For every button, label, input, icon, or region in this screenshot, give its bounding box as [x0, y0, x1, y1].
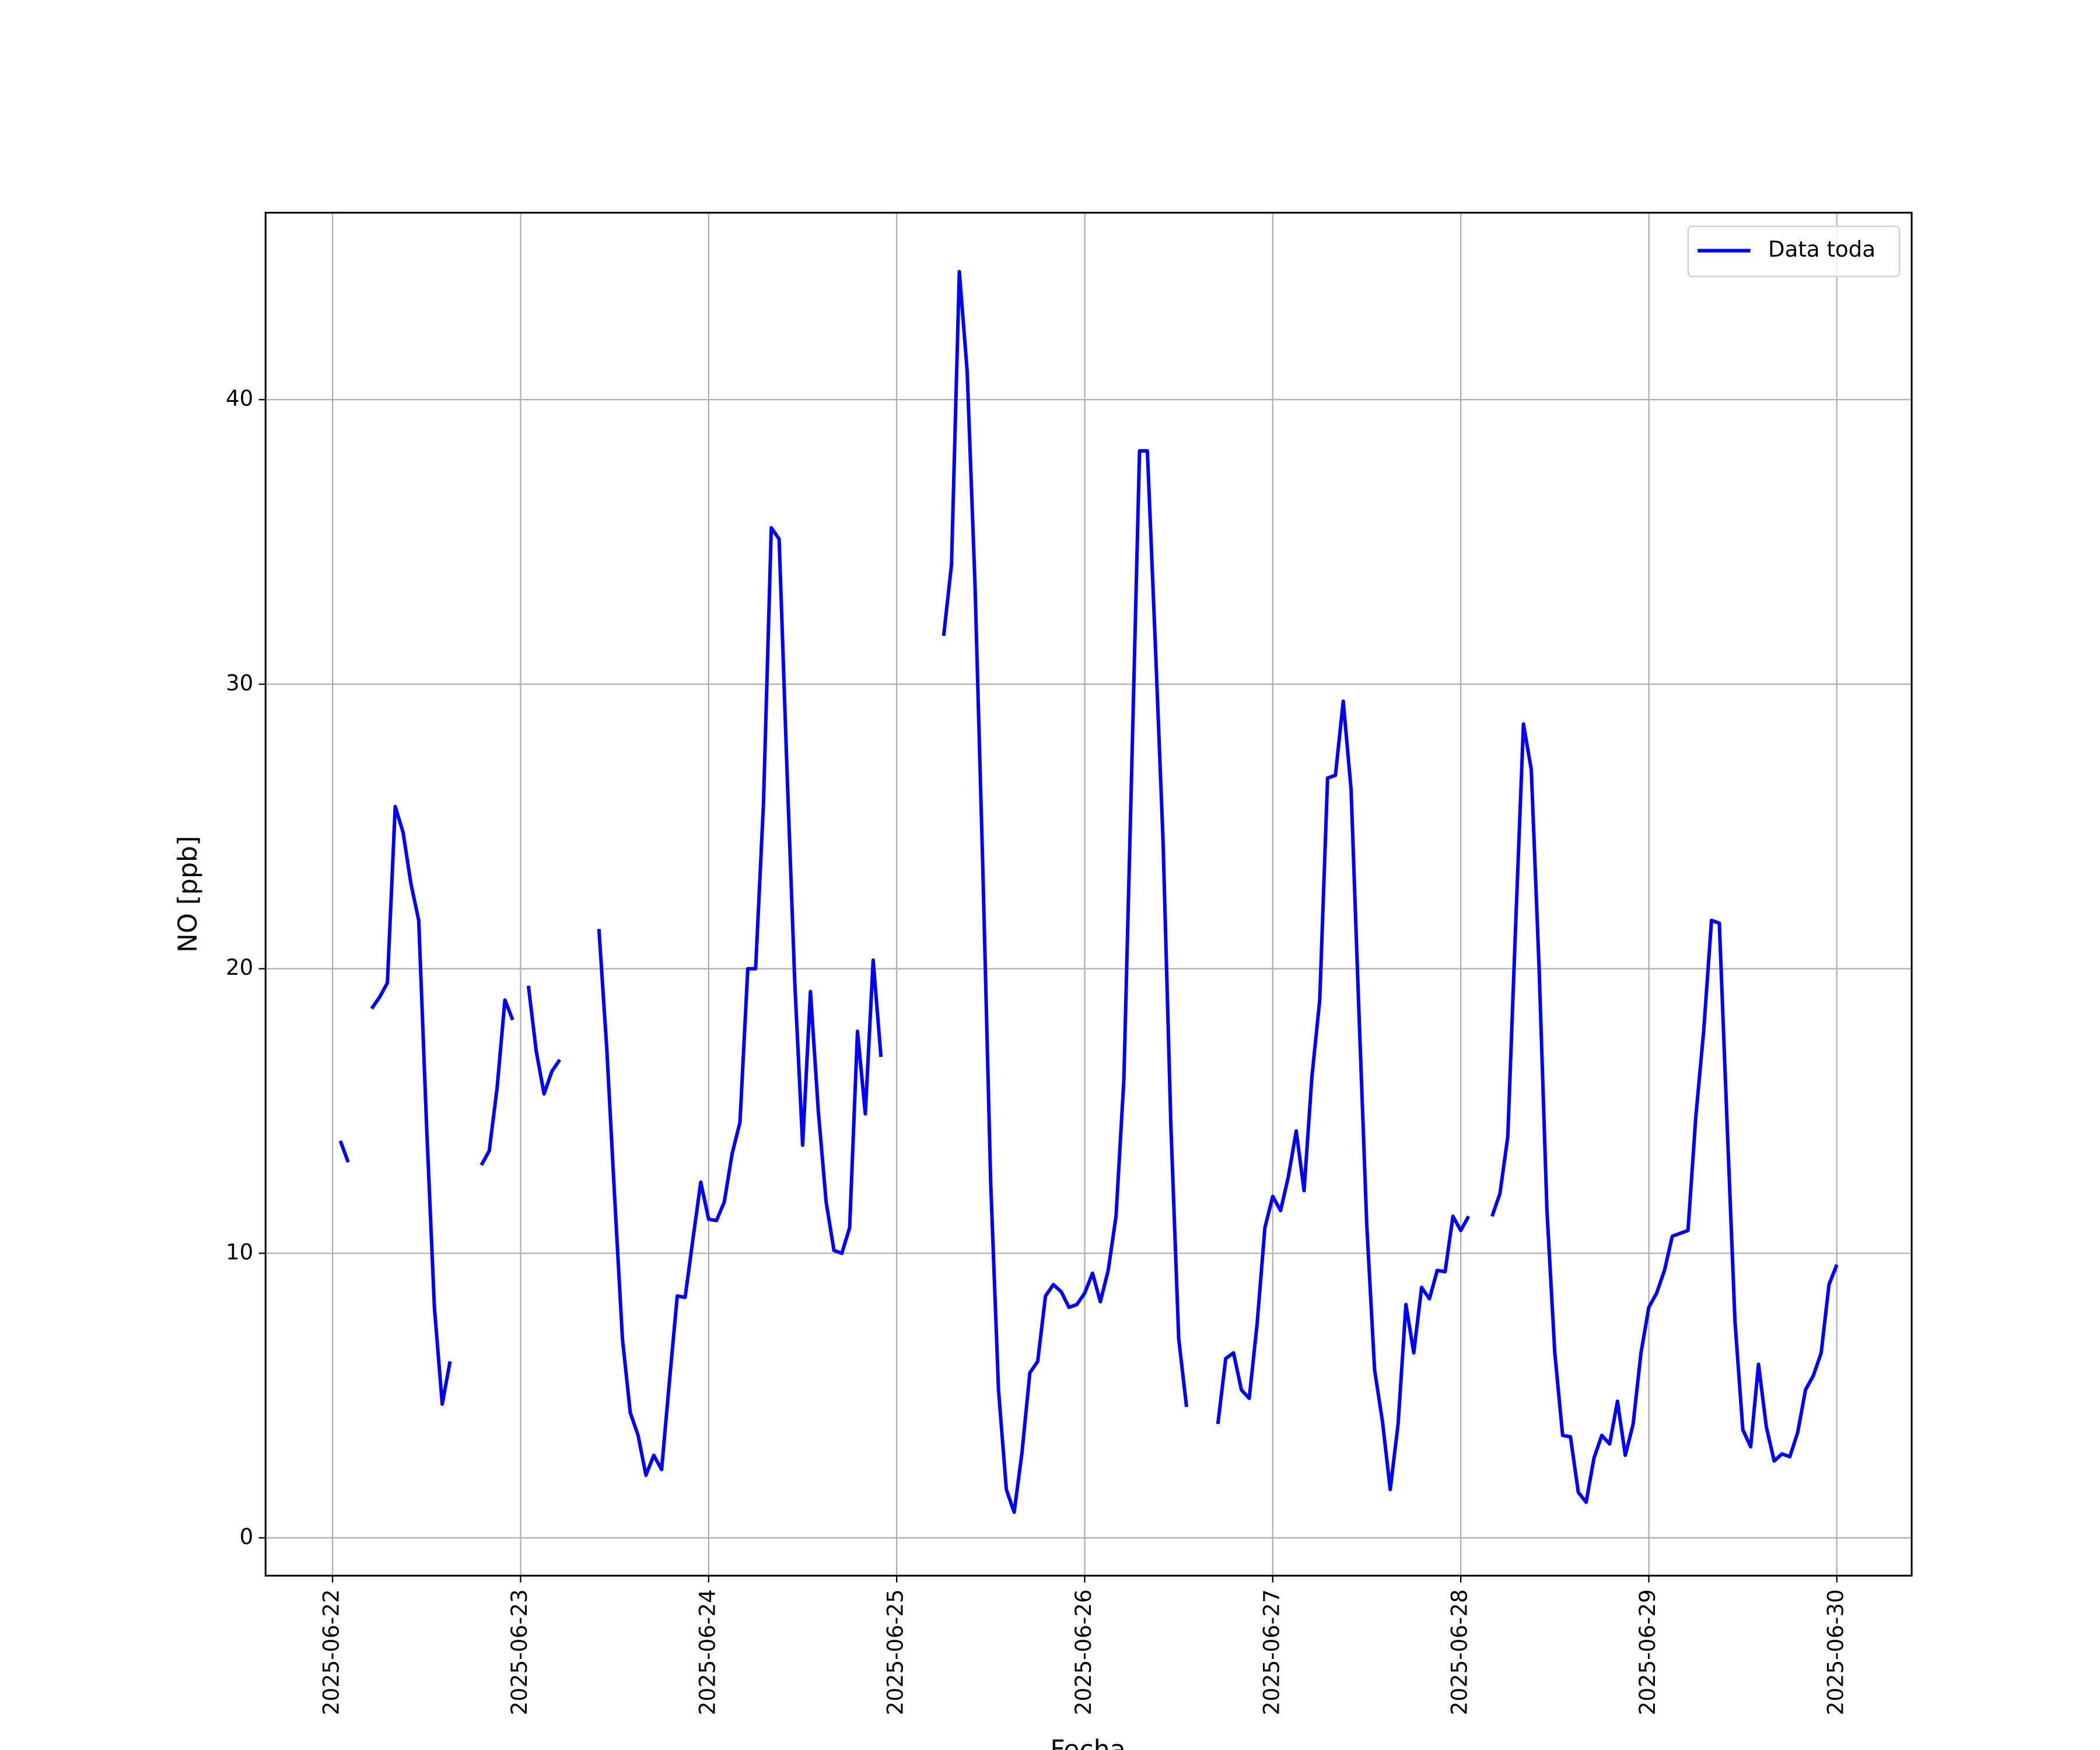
y-tick-label: 10 [226, 1240, 253, 1265]
x-tick-label: 2025-06-23 [507, 1589, 532, 1715]
x-tick-label: 2025-06-30 [1823, 1589, 1848, 1715]
y-tick-label: 0 [240, 1524, 254, 1549]
y-tick-label: 40 [226, 386, 253, 411]
x-tick-label: 2025-06-24 [695, 1589, 720, 1715]
y-tick-label: 30 [226, 670, 253, 695]
y-axis-label: NO [ppb] [173, 836, 203, 953]
x-tick-label: 2025-06-28 [1447, 1589, 1472, 1715]
x-tick-label: 2025-06-27 [1259, 1589, 1284, 1715]
y-tick-label: 20 [226, 955, 253, 980]
legend-box [1687, 225, 1901, 277]
x-tick-label: 2025-06-22 [319, 1589, 344, 1715]
plot-frame [264, 212, 1913, 1577]
x-tick-label: 2025-06-26 [1071, 1589, 1096, 1715]
legend-label: Data toda [1768, 237, 1875, 262]
x-axis-label: Fecha [1050, 1735, 1125, 1750]
data-line [338, 270, 1839, 1514]
x-tick-label: 2025-06-29 [1635, 1589, 1660, 1715]
x-tick-label: 2025-06-25 [883, 1589, 908, 1715]
